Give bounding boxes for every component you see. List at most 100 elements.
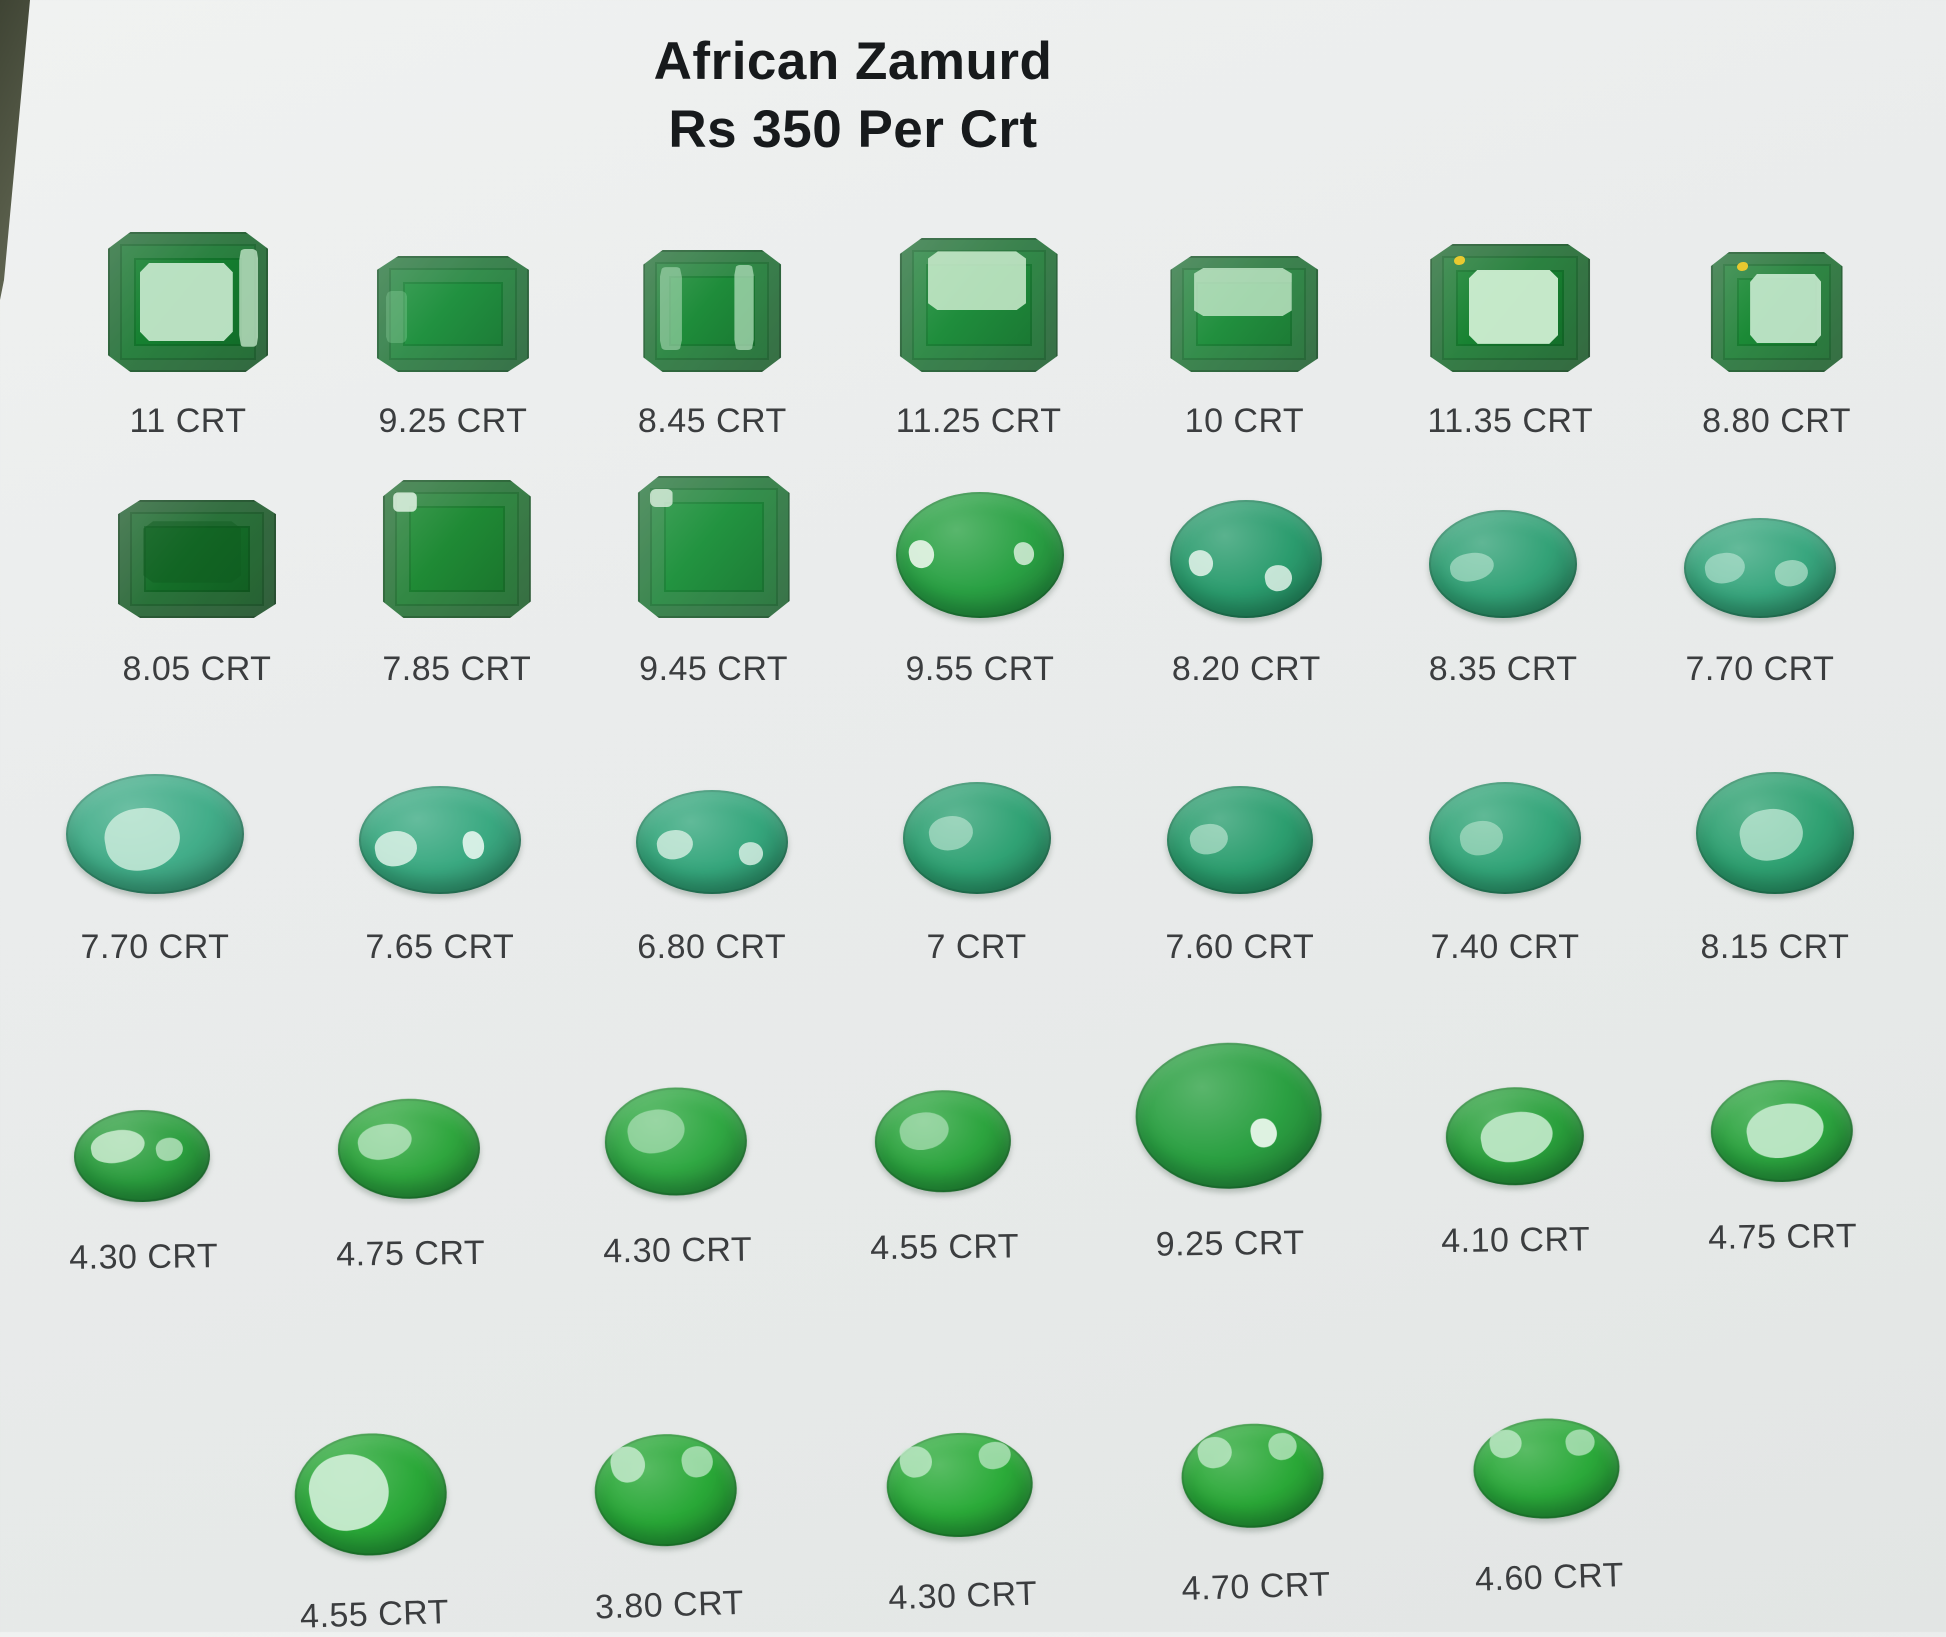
facet-window	[926, 811, 977, 853]
carat-label: 8.45 CRT	[637, 402, 787, 440]
carat-label: 4.75 CRT	[336, 1233, 486, 1274]
oval-cut-gem	[1134, 1041, 1323, 1190]
gem-zone	[1429, 742, 1582, 894]
gem-cell: 9.25 CRT	[1134, 1028, 1324, 1265]
facet-window	[154, 1134, 186, 1163]
carat-label: 7.70 CRT	[80, 928, 230, 966]
gem-zone	[895, 468, 1064, 618]
facet-window	[355, 1119, 415, 1164]
gem-cell: 9.45 CRT	[637, 468, 790, 689]
gem-zone	[604, 1035, 748, 1197]
facet-window	[649, 488, 673, 508]
oval-cut-gem	[73, 1109, 212, 1203]
gem-zone	[1469, 1351, 1621, 1521]
gem-zone	[73, 1041, 212, 1203]
facet-window	[460, 829, 486, 862]
facet-window	[1011, 540, 1036, 567]
oval-cut-gem	[1444, 1086, 1585, 1187]
facet-window	[679, 1443, 717, 1481]
carat-label: 9.55 CRT	[905, 650, 1055, 688]
gem-zone	[1178, 1361, 1326, 1530]
oval-cut-gem	[1170, 500, 1323, 618]
gem-cell: 7.65 CRT	[358, 742, 521, 967]
carat-label: 7.60 CRT	[1165, 928, 1315, 966]
oval-cut-gem	[895, 492, 1064, 618]
gem-zone	[902, 742, 1051, 894]
gem-zone	[1134, 1028, 1323, 1190]
gem-cell: 8.35 CRT	[1429, 468, 1578, 689]
carat-label: 8.05 CRT	[122, 650, 272, 688]
carat-label: 7.65 CRT	[365, 928, 515, 966]
gem-cell: 8.20 CRT	[1170, 468, 1323, 689]
carat-label: 8.35 CRT	[1428, 650, 1578, 688]
facet-window	[897, 1443, 936, 1481]
facet-window	[1477, 1106, 1557, 1168]
oval-cut-gem	[66, 774, 244, 894]
gem-cell: 4.60 CRT	[1468, 1351, 1624, 1600]
carat-label: 6.80 CRT	[637, 928, 787, 966]
facet-window	[659, 267, 682, 351]
facet-window	[1447, 549, 1497, 585]
gem-cell: 7.85 CRT	[382, 468, 531, 689]
facet-window	[143, 521, 242, 583]
facet-window	[1195, 1434, 1235, 1472]
gem-cell: 11.25 CRT	[896, 212, 1062, 441]
gem-cell: 4.75 CRT	[334, 1038, 486, 1275]
facet-window	[896, 1108, 952, 1154]
gem-cell: 8.80 CRT	[1702, 212, 1851, 441]
gem-cell: 11.35 CRT	[1427, 212, 1593, 441]
gem-zone	[643, 212, 782, 372]
gem-cell: 10 CRT	[1170, 212, 1319, 441]
carat-label: 9.25 CRT	[1155, 1223, 1305, 1264]
oval-cut-gem	[1166, 786, 1313, 894]
gem-cell: 9.25 CRT	[376, 212, 529, 441]
gem-zone	[376, 212, 529, 372]
gem-zone	[899, 212, 1058, 372]
gem-cell: 8.45 CRT	[638, 212, 787, 441]
facet-window	[734, 264, 754, 351]
oval-cut-gem	[593, 1431, 739, 1549]
gem-row-2: 8.05 CRT 7.85 CRT 9.45 CRT 9.55 CRT 8.20 CRT…	[118, 468, 1836, 689]
emerald-cut-gem	[118, 500, 276, 618]
carat-label: 7 CRT	[926, 928, 1027, 966]
emerald-cut-gem	[1430, 244, 1591, 372]
gem-cell: 6.80 CRT	[635, 742, 788, 967]
oval-cut-gem	[1683, 518, 1836, 618]
emerald-cut-gem	[899, 238, 1058, 372]
emerald-cut-gem	[637, 476, 790, 618]
carat-label: 10 CRT	[1184, 402, 1305, 440]
oval-cut-gem	[635, 790, 788, 894]
carat-label: 3.80 CRT	[594, 1583, 745, 1627]
oval-cut-gem	[884, 1430, 1034, 1540]
carat-label: 8.15 CRT	[1700, 928, 1850, 966]
facet-window	[239, 248, 259, 347]
oval-cut-gem	[1429, 510, 1578, 618]
oval-cut-gem	[337, 1097, 481, 1200]
carat-label: 11.35 CRT	[1427, 402, 1594, 440]
gem-cell: 7.70 CRT	[1683, 468, 1836, 689]
facet-window	[88, 1125, 148, 1168]
emerald-cut-gem	[643, 250, 782, 372]
facet-window	[1456, 817, 1505, 859]
oval-cut-gem	[358, 786, 521, 894]
emerald-cut-gem	[382, 480, 531, 618]
carat-label: 4.75 CRT	[1708, 1217, 1858, 1257]
facet-window	[140, 262, 233, 342]
gem-zone	[591, 1379, 739, 1549]
gem-zone	[1683, 468, 1836, 618]
carat-label: 4.60 CRT	[1474, 1556, 1625, 1599]
facet-window	[1563, 1426, 1598, 1459]
facet-window	[654, 826, 696, 862]
page-title: African Zamurd Rs 350 Per Crt	[0, 28, 1946, 164]
gem-cell: 4.30 CRT	[67, 1041, 219, 1278]
oval-cut-gem	[292, 1431, 449, 1558]
oval-cut-gem	[1180, 1421, 1326, 1530]
facet-window	[302, 1446, 396, 1537]
emerald-cut-gem	[108, 232, 268, 372]
gem-zone	[635, 742, 788, 894]
gem-zone	[1170, 468, 1323, 618]
gem-zone	[291, 1388, 449, 1558]
gem-row-5: 4.55 CRT 3.80 CRT 4.30 CRT 4.70 CRT 4.60 CRT	[291, 1351, 1624, 1637]
oval-cut-gem	[1695, 772, 1854, 894]
carat-label: 7.85 CRT	[382, 650, 532, 688]
